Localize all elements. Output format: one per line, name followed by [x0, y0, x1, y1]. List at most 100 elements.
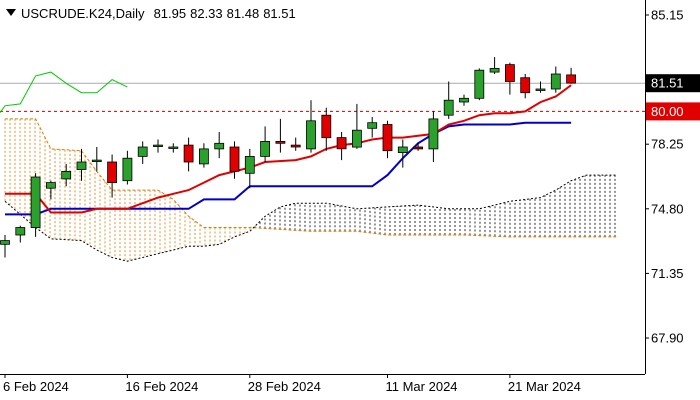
candle [91, 147, 102, 172]
candle-body [153, 144, 163, 148]
candle [535, 81, 546, 93]
candle [15, 225, 26, 243]
candle [46, 180, 56, 200]
candle [550, 66, 561, 93]
candle [489, 57, 500, 74]
header-symbol: USCRUDE.K24,Daily 81.95 82.33 81.48 81.51 [21, 6, 296, 21]
candle-body [122, 157, 133, 182]
chart-header: USCRUDE.K24,Daily 81.95 82.33 81.48 81.51 [6, 6, 296, 21]
chikou-span-line [0, 71, 128, 114]
x-tick-label: 16 Feb 2024 [125, 379, 198, 394]
y-tick-label: 67.90 [651, 331, 684, 346]
candle-body [397, 146, 408, 153]
candle [321, 107, 332, 151]
level-80-label-bg [646, 102, 700, 121]
candle-body [428, 118, 439, 150]
x-tick-label: 21 Mar 2024 [508, 379, 581, 394]
candle-body [413, 146, 424, 150]
x-tick-label: 6 Feb 2024 [3, 379, 69, 394]
candle-body [260, 140, 271, 157]
candle-body [244, 155, 255, 174]
candle [260, 126, 271, 162]
candle [76, 148, 87, 181]
candle [122, 150, 133, 185]
candle-body [382, 124, 393, 152]
candle [183, 137, 194, 172]
candle [474, 68, 485, 101]
candle [0, 235, 10, 258]
candle [397, 139, 408, 168]
candle [306, 100, 316, 153]
candle-body [566, 74, 576, 84]
candle [137, 141, 148, 164]
candle [382, 120, 393, 159]
candle [520, 74, 531, 99]
chevron-down-icon[interactable] [6, 9, 16, 16]
candle-body [0, 240, 10, 245]
candle-body [535, 88, 546, 91]
candle-body [76, 161, 87, 170]
candle-body [520, 77, 531, 94]
candle [61, 163, 72, 187]
candle-body [107, 161, 117, 184]
candle-body [367, 122, 378, 129]
candle-body [443, 99, 454, 116]
candle [168, 143, 179, 153]
candle-body [168, 146, 179, 149]
candle-body [61, 170, 72, 180]
candle-body [306, 120, 316, 150]
level-80-label: 80.00 [651, 104, 684, 119]
candle-body [15, 227, 26, 236]
candle [336, 132, 347, 161]
candle [198, 143, 209, 168]
candle [290, 137, 301, 151]
candle-body [137, 146, 148, 157]
candle [214, 132, 225, 159]
y-tick-label: 71.35 [651, 266, 684, 281]
senkou-span-b [4, 174, 617, 262]
candle-body [474, 69, 485, 99]
candle [30, 173, 41, 237]
candle-body [229, 146, 240, 172]
y-tick-label: 74.80 [651, 201, 684, 216]
y-tick-label: 78.25 [651, 137, 684, 152]
candle [413, 143, 424, 151]
candle [275, 118, 286, 153]
candle [428, 111, 439, 162]
candle-body [550, 73, 561, 90]
candle-body [321, 114, 332, 139]
candle-body [290, 144, 301, 148]
candles [0, 57, 576, 258]
candle [351, 103, 362, 149]
candle [107, 154, 117, 198]
candle [459, 94, 469, 106]
candle-body [459, 97, 469, 103]
candle-body [183, 144, 194, 163]
x-tick-label: 28 Feb 2024 [248, 379, 321, 394]
candle-body [489, 68, 500, 73]
candle-body [91, 159, 102, 163]
candle [504, 62, 515, 95]
candle-body [198, 148, 209, 165]
candle [443, 81, 454, 119]
candle-body [351, 129, 362, 148]
candle-body [336, 137, 347, 150]
candle-body [46, 182, 56, 189]
candle-body [275, 140, 286, 144]
current-price-label: 81.51 [651, 76, 684, 91]
x-tick-label: 11 Mar 2024 [386, 379, 458, 394]
candle [244, 148, 255, 189]
senkou-span-a [5, 118, 617, 238]
candle [153, 139, 163, 153]
current-price-label-bg [646, 74, 700, 93]
candle [566, 67, 576, 84]
candle-body [504, 64, 515, 82]
candle-body [214, 142, 225, 150]
y-tick-label: 85.15 [651, 8, 684, 23]
candle [367, 117, 378, 138]
kijun-sen-line [5, 121, 572, 216]
